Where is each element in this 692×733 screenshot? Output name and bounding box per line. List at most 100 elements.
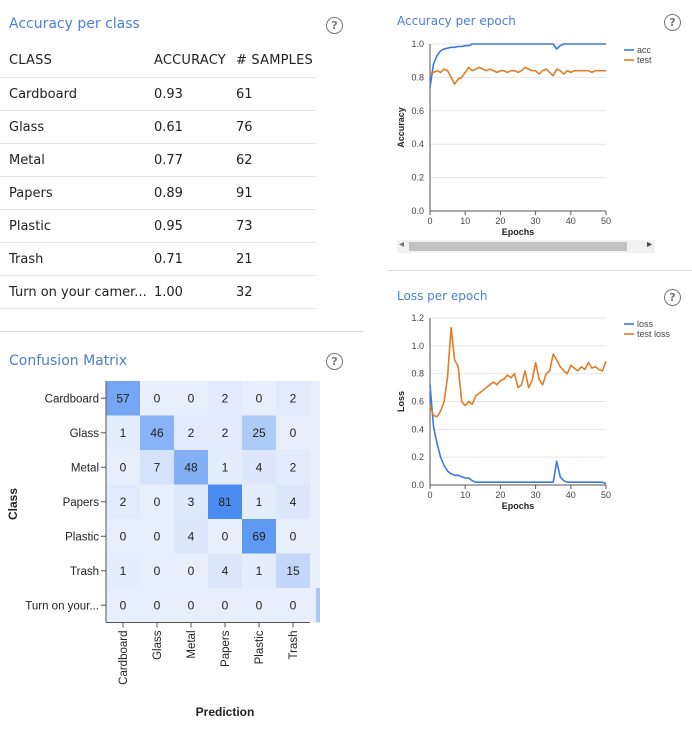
scrollbar-thumb[interactable]: [409, 242, 627, 251]
y-axis-title: Loss: [396, 391, 406, 412]
loss-per-epoch-title: Loss per epoch: [397, 289, 488, 303]
x-tick-label: 0: [427, 216, 432, 226]
matrix-cell: [140, 519, 174, 554]
matrix-cell-value: 0: [290, 529, 297, 543]
cell-class: Papers: [0, 176, 154, 210]
matrix-cell-value: 7: [154, 460, 161, 474]
matrix-cell: [174, 381, 208, 416]
matrix-cell-value: 0: [188, 564, 195, 578]
matrix-cell-value: 0: [154, 391, 161, 405]
matrix-cell-value: 1: [256, 495, 263, 509]
matrix-cell: [106, 450, 140, 485]
accuracy-per-epoch-help-icon[interactable]: ?: [664, 14, 681, 31]
matrix-cell: [174, 519, 208, 554]
y-tick-label: 1.0: [411, 341, 424, 351]
column-label: Cardboard: [118, 631, 130, 685]
matrix-cell: [208, 519, 242, 554]
matrix-cell: [106, 588, 140, 623]
matrix-cell: [106, 553, 140, 588]
matrix-cell-value: 0: [120, 529, 127, 543]
cell-accuracy: 0.95: [154, 209, 236, 243]
cell-class: Turn on your camer...: [0, 275, 154, 309]
matrix-cell: [140, 484, 174, 519]
cell-samples: 62: [236, 143, 316, 177]
cell-class: Plastic: [0, 209, 154, 243]
matrix-cell-value: 0: [222, 529, 229, 543]
accuracy-per-class-table: CLASS ACCURACY # SAMPLES Cardboard 0.93 61…: [0, 44, 316, 309]
series-line-test: [429, 66, 606, 85]
cell-samples: 61: [236, 77, 316, 111]
cell-accuracy: 0.71: [154, 242, 236, 276]
cell-accuracy: 0.89: [154, 176, 236, 210]
accuracy-per-class-help-icon[interactable]: ?: [326, 17, 343, 34]
column-label: Glass: [152, 630, 164, 660]
table-row: Metal 0.77 62: [0, 143, 316, 177]
matrix-cell-value: 81: [218, 495, 232, 509]
matrix-cell: [276, 484, 310, 519]
matrix-cell-value: 0: [154, 495, 161, 509]
matrix-cell-value: 25: [252, 426, 266, 440]
y-tick-label: 0.2: [411, 452, 424, 462]
matrix-cell-value: 2: [120, 495, 127, 509]
matrix-cell: [174, 450, 208, 485]
confusion-matrix-help-icon[interactable]: ?: [326, 353, 343, 370]
matrix-cell: [276, 588, 310, 623]
matrix-cell: [106, 484, 140, 519]
row-label: Metal: [71, 462, 99, 474]
y-tick-label: 0.8: [411, 369, 424, 379]
matrix-cell: [208, 415, 242, 450]
cell-class: Cardboard: [0, 77, 154, 111]
matrix-cell-value: 2: [290, 391, 297, 405]
cell-accuracy: 0.77: [154, 143, 236, 177]
cell-class: Trash: [0, 242, 154, 276]
matrix-cell-value: 0: [154, 529, 161, 543]
matrix-cell-value: 1: [222, 460, 229, 474]
matrix-cell: [140, 588, 174, 623]
legend-label: loss: [637, 319, 654, 329]
x-tick-label: 20: [495, 490, 505, 500]
table-row: Papers 0.89 91: [0, 176, 316, 210]
scroll-right-arrow[interactable]: ▸: [646, 239, 652, 250]
matrix-cell-value: 4: [188, 529, 195, 543]
matrix-cell: [174, 588, 208, 623]
matrix-cell-value: 0: [154, 564, 161, 578]
chart-horizontal-scrollbar[interactable]: ◂ ▸: [397, 239, 655, 253]
matrix-cell: [276, 519, 310, 554]
column-label: Plastic: [254, 630, 266, 664]
matrix-cell-value: 2: [290, 460, 297, 474]
matrix-cell: [276, 450, 310, 485]
row-label: Glass: [70, 428, 100, 440]
matrix-cell: [242, 415, 276, 450]
cell-class: Glass: [0, 110, 154, 144]
table-row: Turn on your camer... 1.00 32: [0, 275, 316, 309]
matrix-cell: [276, 381, 310, 416]
matrix-cell-value: 0: [188, 598, 195, 612]
matrix-cell-value: 4: [256, 460, 263, 474]
x-tick-label: 30: [531, 490, 541, 500]
scroll-left-arrow[interactable]: ◂: [399, 239, 405, 250]
accuracy-per-class-title: Accuracy per class: [9, 16, 140, 32]
y-tick-label: 0.0: [411, 206, 424, 216]
column-label: Papers: [220, 630, 232, 667]
table-row: Plastic 0.95 73: [0, 209, 316, 243]
matrix-cell: [208, 484, 242, 519]
column-label: Trash: [288, 631, 300, 660]
matrix-cell: [242, 519, 276, 554]
confusion-matrix-title: Confusion Matrix: [9, 353, 128, 369]
x-tick-label: 50: [601, 490, 611, 500]
x-tick-label: 20: [495, 216, 505, 226]
matrix-x-axis-title: Prediction: [196, 705, 255, 719]
matrix-cell-value: 2: [222, 426, 229, 440]
matrix-cell: [242, 381, 276, 416]
matrix-cell: [242, 553, 276, 588]
table-row: Cardboard 0.93 61: [0, 77, 316, 111]
loss-per-epoch-chart: 0.0 0.2 0.4 0.6 0.8 1.0 1.2 0 10 20 30 40 50 losstest…: [396, 313, 671, 511]
x-tick-label: 0: [427, 490, 432, 500]
matrix-cell-value: 2: [222, 391, 229, 405]
matrix-cell: [140, 415, 174, 450]
matrix-cell-value: 0: [256, 598, 263, 612]
matrix-cell: [140, 553, 174, 588]
accuracy-per-epoch-title: Accuracy per epoch: [397, 14, 516, 28]
loss-per-epoch-help-icon[interactable]: ?: [664, 289, 681, 306]
matrix-cell-value: 1: [120, 564, 127, 578]
